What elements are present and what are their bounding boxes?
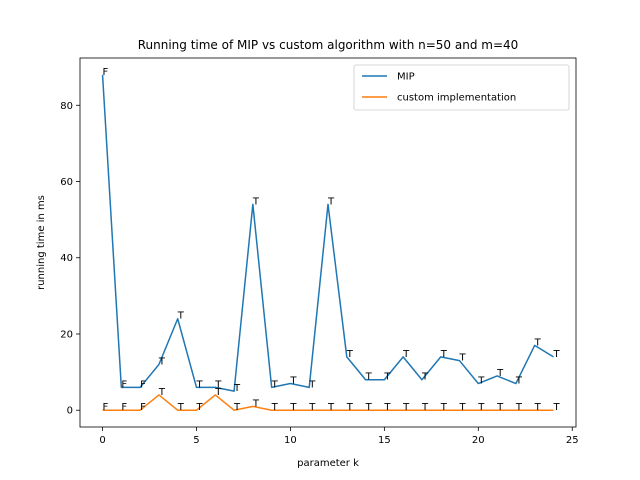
point-label: T <box>365 372 373 383</box>
point-label: T <box>195 402 203 413</box>
series-layer <box>101 74 554 411</box>
point-label: T <box>402 402 410 413</box>
point-label: T <box>459 353 467 364</box>
point-label: F <box>140 402 146 413</box>
point-label: T <box>195 379 203 390</box>
x-tick-label: 20 <box>472 435 485 446</box>
point-label: T <box>515 376 523 387</box>
point-label: T <box>402 349 410 360</box>
x-tick-label: 0 <box>99 435 105 446</box>
point-label: T <box>271 402 279 413</box>
y-tick-label: 0 <box>67 406 73 417</box>
point-label: T <box>271 379 279 390</box>
point-label: F <box>121 402 127 413</box>
point-label: T <box>365 402 373 413</box>
point-label: T <box>477 402 485 413</box>
point-label: T <box>308 379 316 390</box>
y-tick-label: 60 <box>60 177 73 188</box>
point-label: F <box>140 379 146 390</box>
legend-box <box>353 64 570 111</box>
point-label: T <box>327 196 335 207</box>
point-label: T <box>421 372 429 383</box>
point-label: T <box>158 387 166 398</box>
point-label: T <box>534 337 542 348</box>
point-label: T <box>308 402 316 413</box>
point-label: T <box>214 379 222 390</box>
point-label: T <box>233 383 241 394</box>
point-label: F <box>103 67 109 78</box>
point-label: T <box>440 349 448 360</box>
point-label: T <box>346 349 354 360</box>
point-label: T <box>289 402 297 413</box>
x-tick-label: 5 <box>193 435 199 446</box>
y-tick-label: 80 <box>60 101 73 112</box>
point-label: T <box>289 376 297 387</box>
point-label: T <box>252 398 260 409</box>
y-tick-label: 40 <box>60 253 73 264</box>
point-label: T <box>440 402 448 413</box>
point-label: T <box>177 311 185 322</box>
legend-entry: custom implementation <box>397 93 516 104</box>
point-label: T <box>496 368 504 379</box>
legend: MIP custom implementation <box>353 64 570 111</box>
x-axis-ticks: 0 5 10 15 20 25 <box>99 427 579 446</box>
point-label: T <box>459 402 467 413</box>
point-label: T <box>421 402 429 413</box>
series-line-custom-implementation <box>102 394 554 411</box>
point-label: T <box>346 402 354 413</box>
point-label: T <box>252 196 260 207</box>
point-label: T <box>534 402 542 413</box>
legend-entry: MIP <box>397 72 415 83</box>
point-label: T <box>177 402 185 413</box>
point-label: T <box>496 402 504 413</box>
x-tick-label: 25 <box>566 435 579 446</box>
x-tick-label: 15 <box>378 435 391 446</box>
y-tick-label: 20 <box>60 329 73 340</box>
point-label: T <box>233 402 241 413</box>
point-label: T <box>552 349 560 360</box>
x-tick-label: 10 <box>284 435 297 446</box>
plot-frame <box>79 57 577 428</box>
point-label: T <box>327 402 335 413</box>
y-axis-label: running time in ms <box>36 195 47 290</box>
point-label: F <box>121 379 127 390</box>
point-label: T <box>515 402 523 413</box>
point-label: T <box>383 402 391 413</box>
x-axis-label: parameter k <box>297 458 359 469</box>
y-axis-ticks: 0 20 40 60 80 <box>60 101 80 417</box>
series-line-mip <box>101 74 554 392</box>
chart-title: Running time of MIP vs custom algorithm … <box>138 38 519 52</box>
point-label: T <box>477 376 485 387</box>
point-label: T <box>552 402 560 413</box>
point-label: F <box>103 402 109 413</box>
point-label: T <box>214 387 222 398</box>
point-label: T <box>158 356 166 367</box>
point-label: T <box>383 372 391 383</box>
